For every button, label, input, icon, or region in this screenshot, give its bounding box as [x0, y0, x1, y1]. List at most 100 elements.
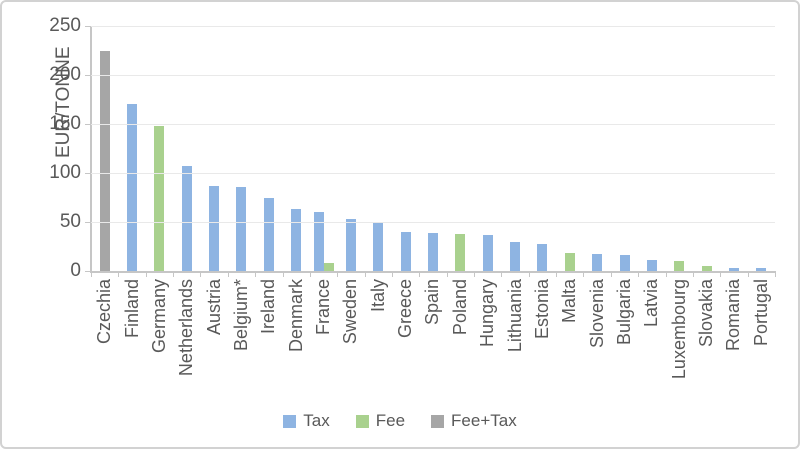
- category-hungary: [474, 26, 501, 271]
- x-axis-tick: [227, 271, 229, 277]
- x-axis-tick: [556, 271, 558, 277]
- bar-denmark-tax: [291, 209, 302, 271]
- category-belgium: [228, 26, 255, 271]
- bar-sweden-tax: [345, 219, 356, 271]
- legend-swatch-icon: [431, 414, 445, 428]
- x-label-cell: Estonia: [529, 279, 556, 401]
- legend-label: Fee: [375, 411, 406, 430]
- category-ireland: [255, 26, 282, 271]
- x-axis-line: [90, 271, 776, 273]
- bar-spain-tax: [427, 232, 438, 271]
- x-axis-tick: [720, 271, 722, 277]
- category-denmark: [283, 26, 310, 271]
- y-axis-line: [90, 26, 92, 273]
- x-label-cell: Portugal: [748, 279, 775, 401]
- category-greece: [392, 26, 419, 271]
- bar-finland-tax: [127, 104, 138, 271]
- x-axis-tick: [446, 271, 448, 277]
- x-axis-tick: [638, 271, 640, 277]
- x-label-cell: Malta: [556, 279, 583, 401]
- category-luxembourg: [666, 26, 693, 271]
- x-axis-tick: [474, 271, 476, 277]
- legend-item-fee: Fee: [355, 411, 406, 431]
- y-axis-tick: [85, 124, 91, 125]
- x-axis-tick: [309, 271, 311, 277]
- bar-latvia-tax: [646, 260, 657, 271]
- category-austria: [200, 26, 227, 271]
- x-axis-tick: [364, 271, 366, 277]
- category-bulgaria: [611, 26, 638, 271]
- y-axis-tick: [85, 271, 91, 272]
- gridline-50: [91, 222, 775, 223]
- x-label-cell: Sweden: [337, 279, 364, 401]
- x-axis-label: Finland: [121, 279, 142, 339]
- x-axis-label: Germany: [148, 279, 169, 354]
- x-axis-tick: [337, 271, 339, 277]
- x-axis-tick: [91, 271, 92, 277]
- bar-czechia-fee+tax: [99, 50, 110, 271]
- x-axis-label: Czechia: [94, 279, 115, 345]
- bar-portugal-tax: [756, 268, 767, 271]
- x-label-cell: Slovakia: [693, 279, 720, 401]
- x-axis-label: Hungary: [477, 279, 498, 348]
- x-axis-tick: [775, 271, 776, 277]
- bar-netherlands-tax: [181, 166, 192, 271]
- legend-item-tax: Tax: [283, 411, 330, 431]
- bar-romania-tax: [728, 268, 739, 271]
- bar-slovenia-tax: [592, 254, 603, 271]
- category-slovakia: [693, 26, 720, 271]
- y-axis-tick: [85, 173, 91, 174]
- x-axis-label: Latvia: [641, 279, 662, 328]
- bar-poland-fee: [455, 233, 466, 271]
- x-axis-labels: Czechia Finland Germany Netherlands Austria B…: [91, 279, 775, 401]
- x-axis-tick: [145, 271, 147, 277]
- x-axis-tick: [501, 271, 503, 277]
- x-axis-label: Slovenia: [586, 279, 607, 349]
- x-label-cell: Slovenia: [583, 279, 610, 401]
- bar-malta-fee: [564, 253, 575, 271]
- x-axis-tick: [118, 271, 120, 277]
- bar-france-fee: [323, 263, 334, 271]
- y-tick-label-150: 150: [49, 113, 81, 134]
- y-tick-label-100: 100: [49, 162, 81, 183]
- x-axis-label: Malta: [559, 279, 580, 324]
- category-netherlands: [173, 26, 200, 271]
- x-label-cell: France: [310, 279, 337, 401]
- x-axis-tick: [692, 271, 694, 277]
- x-axis-label: Netherlands: [176, 279, 197, 377]
- category-finland: [118, 26, 145, 271]
- gridline-150: [91, 124, 775, 125]
- x-label-cell: Denmark: [283, 279, 310, 401]
- legend: Tax Fee Fee+Tax: [2, 411, 798, 431]
- x-axis-label: Poland: [449, 279, 470, 336]
- x-axis-tick: [282, 271, 284, 277]
- category-france: [310, 26, 337, 271]
- category-malta: [556, 26, 583, 271]
- x-axis-label: Bulgaria: [614, 279, 634, 346]
- bar-bulgaria-tax: [619, 255, 630, 271]
- legend-label: Fee+Tax: [451, 411, 517, 430]
- x-axis-tick: [391, 271, 393, 277]
- x-label-cell: Spain: [419, 279, 446, 401]
- x-label-cell: Ireland: [255, 279, 282, 401]
- x-axis-label: Slovakia: [696, 279, 717, 348]
- bar-slovakia-fee: [701, 266, 712, 271]
- x-axis-label: Italy: [367, 279, 388, 313]
- x-label-cell: Lithuania: [501, 279, 528, 401]
- category-latvia: [638, 26, 665, 271]
- bar-estonia-tax: [537, 243, 548, 271]
- x-label-cell: Belgium*: [228, 279, 255, 401]
- legend-swatch-icon: [283, 414, 297, 428]
- bar-belgium-tax: [236, 186, 247, 271]
- x-label-cell: Czechia: [91, 279, 118, 401]
- x-axis-label: Lithuania: [504, 279, 525, 353]
- y-tick-label-250: 250: [49, 15, 81, 36]
- category-germany: [146, 26, 173, 271]
- y-tick-label-0: 0: [70, 260, 81, 281]
- category-romania: [720, 26, 747, 271]
- x-axis-tick: [610, 271, 612, 277]
- gridline-100: [91, 173, 775, 174]
- plot-area: [85, 26, 776, 277]
- bar-greece-tax: [400, 231, 411, 271]
